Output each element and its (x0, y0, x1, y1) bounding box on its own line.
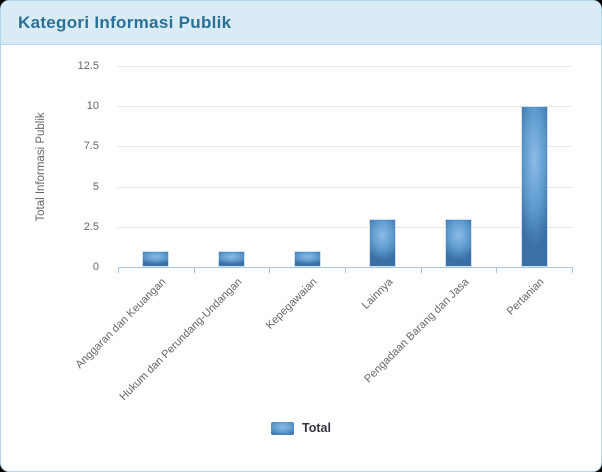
x-tick (420, 267, 422, 273)
y-tick-label: 12.5 (77, 59, 99, 72)
y-tick-label: 10 (86, 100, 99, 112)
gridline (118, 186, 572, 188)
y-tick-label: 0 (92, 261, 99, 273)
gridline (118, 146, 572, 148)
bar-lainnya[interactable] (369, 218, 397, 267)
gridline (118, 106, 572, 107)
y-tick-label: 7.5 (83, 140, 99, 153)
legend-label: Total (302, 421, 331, 435)
x-axis-label-kepegawaian: Kepegawaian (264, 276, 320, 332)
x-tick (496, 267, 498, 273)
x-axis-label-pertanian: Pertanian (504, 276, 547, 318)
legend-item-total[interactable]: Total (271, 421, 331, 435)
y-tick-label: 2.5 (83, 220, 99, 233)
y-tick-label: 5 (92, 180, 99, 193)
x-tick (269, 267, 271, 273)
y-axis-title: Total Informasi Publik (35, 112, 47, 222)
bar-chart: Total Informasi Publik Total 0 2.5 5 7.5 10 1… (1, 45, 601, 471)
gridline (118, 226, 572, 228)
x-tick (118, 267, 119, 273)
legend-marker-icon (271, 421, 295, 435)
x-axis-label-lainnya: Lainnya (359, 276, 396, 312)
bar-hukum-dan-perundang-undangan[interactable] (218, 250, 245, 267)
bar-kepegawaian[interactable] (293, 250, 321, 267)
card-title: Kategori Informasi Publik (18, 12, 232, 32)
card-header: Kategori Informasi Publik (1, 1, 601, 45)
x-tick (345, 267, 346, 273)
x-tick (572, 267, 573, 273)
x-tick (193, 267, 195, 273)
gridline (118, 65, 572, 67)
bar-pengadaan-barang-dan-jasa[interactable] (445, 218, 472, 267)
bar-pertanian[interactable] (520, 106, 548, 267)
bar-anggaran-dan-keuangan[interactable] (142, 250, 170, 267)
x-axis-label-hukum-dan-perundang-undangan: Hukum dan Perundang-Undangan (117, 276, 244, 403)
